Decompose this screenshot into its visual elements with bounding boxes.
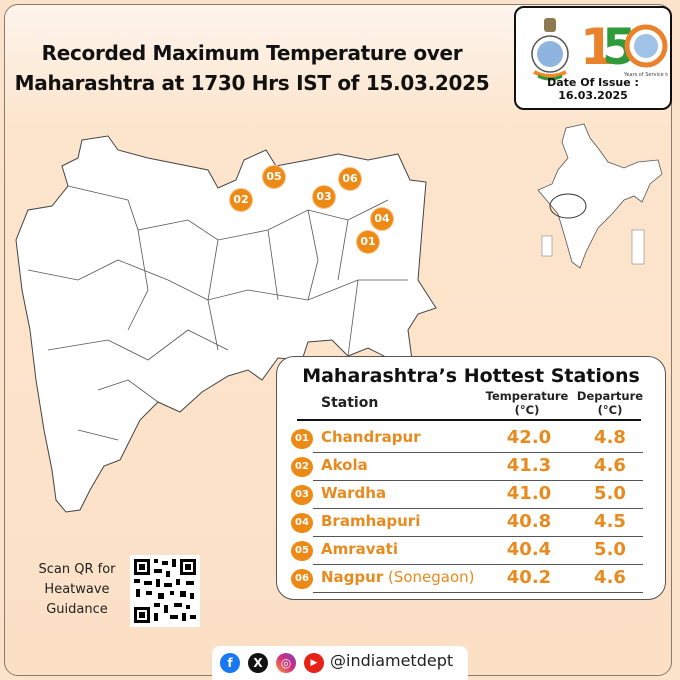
qr-caption-line-3: Guidance [46, 602, 108, 617]
station-name: Amravati [321, 540, 398, 558]
imd-logo-box: 1 5 Years of Service to the Nation Date … [514, 6, 672, 110]
station-name: Nagpur (Sonegaon) [321, 568, 475, 586]
departure-header-unit: (°C) [597, 403, 623, 417]
rank-badge: 06 [291, 569, 313, 589]
temperature-header-label: Temperature [485, 389, 569, 403]
social-bar: f X ◎ ▶ @indiametdept [212, 646, 468, 680]
facebook-icon[interactable]: f [220, 653, 240, 673]
departure-value: 5.0 [594, 483, 626, 504]
table-row: 02 Akola 41.3 4.6 [291, 453, 643, 481]
map-marker-06: 06 [338, 167, 362, 191]
qr-caption-line-1: Scan QR for [38, 562, 116, 577]
map-marker-01: 01 [356, 230, 380, 254]
temperature-header-unit: (°C) [514, 403, 540, 417]
rank-badge: 04 [291, 513, 313, 533]
column-header-departure: Departure (°C) [573, 389, 647, 417]
departure-value: 4.8 [594, 427, 626, 448]
hottest-stations-table: Maharashtra’s Hottest Stations Station T… [276, 356, 666, 600]
map-marker-03: 03 [312, 185, 336, 209]
date-of-issue: Date Of Issue : 16.03.2025 [547, 76, 639, 102]
table-row: 05 Amravati 40.4 5.0 [291, 537, 643, 565]
svg-text:1: 1 [580, 18, 615, 76]
row-divider [313, 592, 643, 593]
title-line-2: Maharashtra at 1730 Hrs IST of 15.03.202… [14, 71, 490, 95]
rank-badge: 02 [291, 457, 313, 477]
table-row: 03 Wardha 41.0 5.0 [291, 481, 643, 509]
map-marker-05: 05 [262, 165, 286, 189]
station-name: Chandrapur [321, 428, 421, 446]
youtube-icon[interactable]: ▶ [304, 653, 324, 673]
row-divider [313, 564, 643, 565]
station-name: Bramhapuri [321, 512, 421, 530]
x-icon[interactable]: X [248, 653, 268, 673]
departure-value: 5.0 [594, 539, 626, 560]
temperature-value: 42.0 [506, 427, 552, 448]
table-row: 01 Chandrapur 42.0 4.8 [291, 425, 643, 453]
qr-caption-line-2: Heatwave [44, 582, 110, 597]
header-divider [297, 419, 641, 421]
temperature-value: 40.4 [506, 539, 552, 560]
qr-caption: Scan QR for Heatwave Guidance [22, 560, 132, 620]
svg-text:Years of Service to the Nation: Years of Service to the Nation [623, 72, 668, 78]
temperature-value: 40.2 [506, 567, 552, 588]
india-locator-map [537, 123, 663, 269]
column-header-station: Station [321, 395, 379, 411]
map-marker-02: 02 [229, 188, 253, 212]
row-divider [313, 536, 643, 537]
row-divider [313, 508, 643, 509]
departure-value: 4.5 [594, 511, 626, 532]
departure-header-label: Departure [576, 389, 644, 403]
departure-value: 4.6 [594, 455, 626, 476]
row-divider [313, 452, 643, 453]
rank-badge: 05 [291, 541, 313, 561]
column-header-temperature: Temperature (°C) [481, 389, 573, 417]
departure-value: 4.6 [594, 567, 626, 588]
table-row: 04 Bramhapuri 40.8 4.5 [291, 509, 643, 537]
page-title: Recorded Maximum Temperature over Mahara… [12, 38, 492, 98]
temperature-value: 41.3 [506, 455, 552, 476]
temperature-value: 40.8 [506, 511, 552, 532]
station-subname: (Sonegaon) [383, 568, 475, 586]
map-marker-04: 04 [370, 207, 394, 231]
station-name: Wardha [321, 484, 387, 502]
row-divider [313, 480, 643, 481]
title-line-1: Recorded Maximum Temperature over [41, 41, 463, 65]
rank-badge: 03 [291, 485, 313, 505]
instagram-icon[interactable]: ◎ [276, 653, 296, 673]
station-name: Akola [321, 456, 368, 474]
social-handle[interactable]: @indiametdept [330, 651, 454, 670]
150-years-logo-icon: 1 5 Years of Service to the Nation [580, 18, 668, 78]
imd-emblem-icon [531, 18, 569, 81]
temperature-value: 41.0 [506, 483, 552, 504]
qr-code[interactable] [130, 555, 200, 627]
table-title: Maharashtra’s Hottest Stations [302, 365, 640, 387]
table-row: 06 Nagpur (Sonegaon) 40.2 4.6 [291, 565, 643, 593]
rank-badge: 01 [291, 429, 313, 449]
